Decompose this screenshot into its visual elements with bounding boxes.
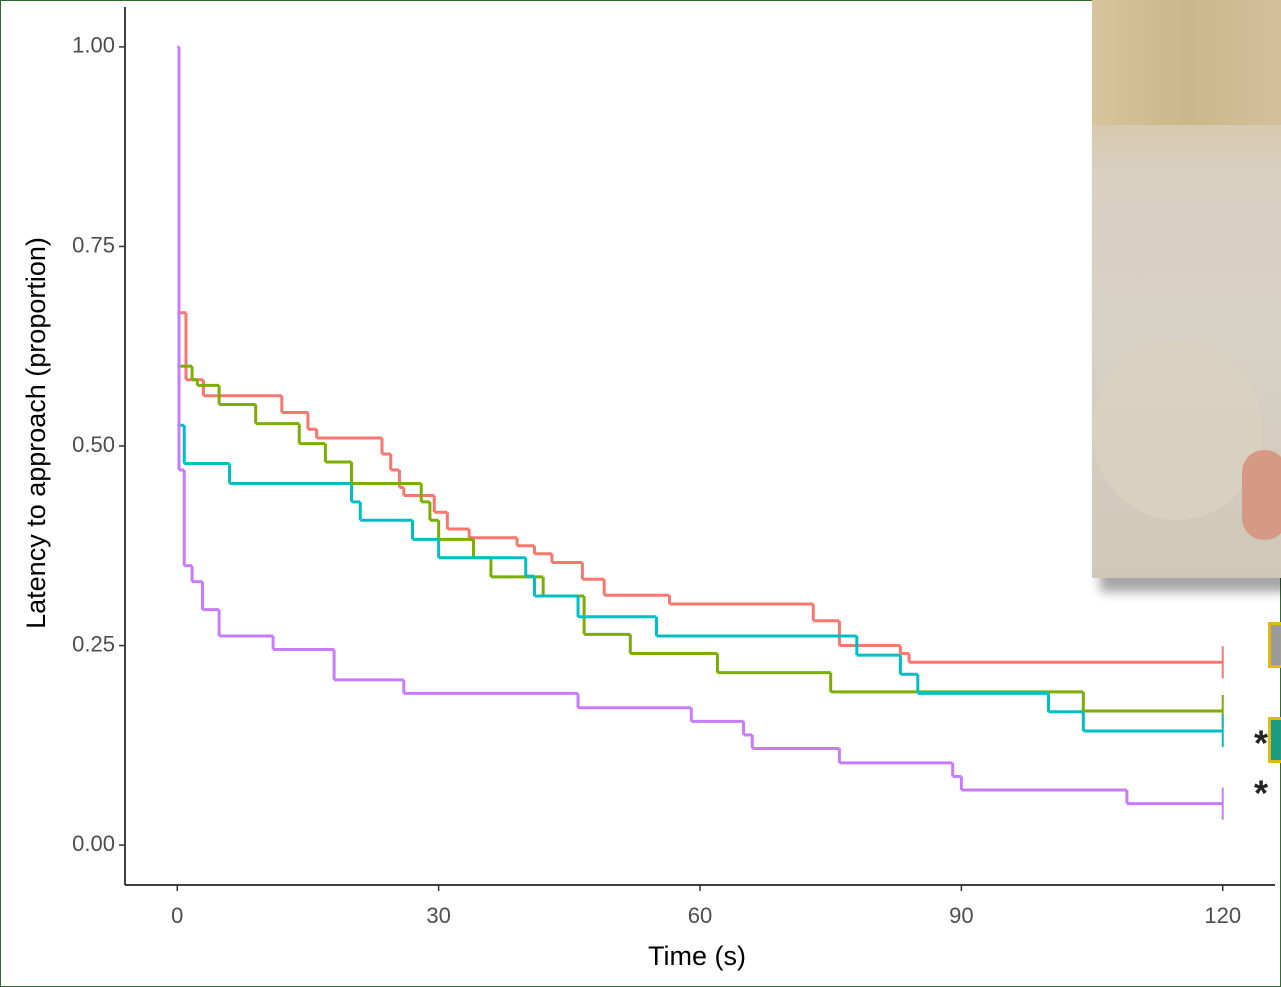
inset-photo <box>1092 0 1281 578</box>
x-tick-label: 90 <box>949 903 973 928</box>
y-tick-label: 0.75 <box>72 232 115 257</box>
y-tick-label: 1.00 <box>72 33 115 58</box>
x-tick-label: 0 <box>171 903 183 928</box>
x-tick-label: 120 <box>1204 903 1241 928</box>
y-tick-label: 0.25 <box>72 631 115 656</box>
y-axis-label: Latency to approach (proportion) <box>21 237 51 629</box>
y-tick-label: 0.00 <box>72 831 115 856</box>
icon <box>1268 622 1281 668</box>
x-tick-label: 60 <box>688 903 712 928</box>
x-axis-label: Time (s) <box>648 941 746 971</box>
icon <box>1268 717 1281 763</box>
x-tick-label: 30 <box>426 903 450 928</box>
y-tick-label: 0.50 <box>72 432 115 457</box>
